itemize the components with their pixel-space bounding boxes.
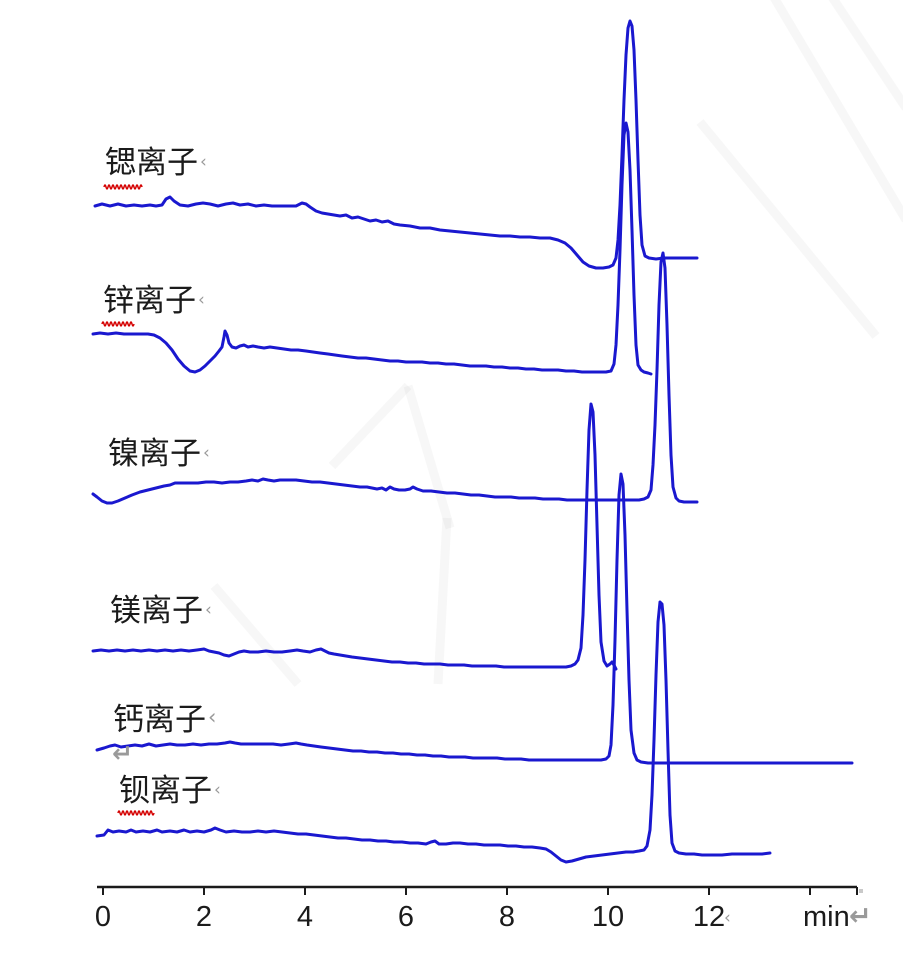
trace-label-text: 锌离子 xyxy=(103,283,196,318)
trace-label-strontium: 锶离子 ‹ xyxy=(105,145,207,180)
watermark-line xyxy=(210,583,302,687)
x-tick-label-2: 2 xyxy=(195,901,213,933)
watermark-line xyxy=(828,0,903,111)
x-tick-label-6: 6 xyxy=(397,901,415,933)
return-mark-icon: ↵ xyxy=(112,739,133,768)
watermark-line xyxy=(696,119,880,339)
trace-label-text: 钡离子 xyxy=(119,773,212,808)
x-tick-label-8: 8 xyxy=(498,901,516,933)
x-tick-label-12: 12 xyxy=(692,901,726,933)
watermark-line xyxy=(403,384,455,530)
watermark-line xyxy=(770,0,903,223)
chromatogram-trace-0 xyxy=(93,19,699,270)
x-axis-unit-label: min xyxy=(803,901,850,933)
trace-label-text: 锶离子 xyxy=(105,145,198,180)
trace-label-zinc: 锌离子 ‹ xyxy=(103,283,205,318)
spellcheck-squiggle xyxy=(101,321,135,327)
format-mark-icon: ‹ xyxy=(208,705,217,729)
spellcheck-squiggle xyxy=(117,810,155,816)
return-mark-icon: ↵ xyxy=(849,901,872,932)
x-tick-label-10: 10 xyxy=(591,901,625,933)
format-mark-icon: ‹ xyxy=(214,780,221,800)
format-mark-icon: ‹ xyxy=(724,908,731,928)
trace-label-text: 镍离子 xyxy=(108,436,201,471)
format-mark-icon: ‹ xyxy=(198,290,205,310)
chromatogram-trace-1 xyxy=(91,121,653,376)
trace-label-text: 镁离子 xyxy=(110,593,203,628)
x-tick-label-0: 0 xyxy=(94,901,112,933)
format-mark-icon: ‹ xyxy=(203,443,210,463)
trace-label-magnesium: 镁离子 ‹ xyxy=(110,593,212,628)
format-mark-icon: ‹ xyxy=(205,600,212,620)
watermark-line xyxy=(433,517,452,685)
trace-label-nickel: 镍离子 ‹ xyxy=(108,436,210,471)
trace-label-barium: 钡离子 ‹ xyxy=(119,773,221,808)
chromatogram-trace-2 xyxy=(91,251,699,505)
x-tick-label-4: 4 xyxy=(296,901,314,933)
chromatogram-trace-3 xyxy=(91,402,618,671)
trace-label-text: 钙离子 xyxy=(113,702,206,737)
chromatogram-trace-4 xyxy=(95,472,854,765)
spellcheck-squiggle xyxy=(103,184,143,190)
trace-label-calcium: 钙离子‹ xyxy=(113,702,217,737)
watermark-line xyxy=(328,382,412,470)
format-mark-icon: ‹ xyxy=(200,152,207,172)
chromatogram-trace-5 xyxy=(95,600,772,864)
axis-end-mark xyxy=(859,889,863,893)
